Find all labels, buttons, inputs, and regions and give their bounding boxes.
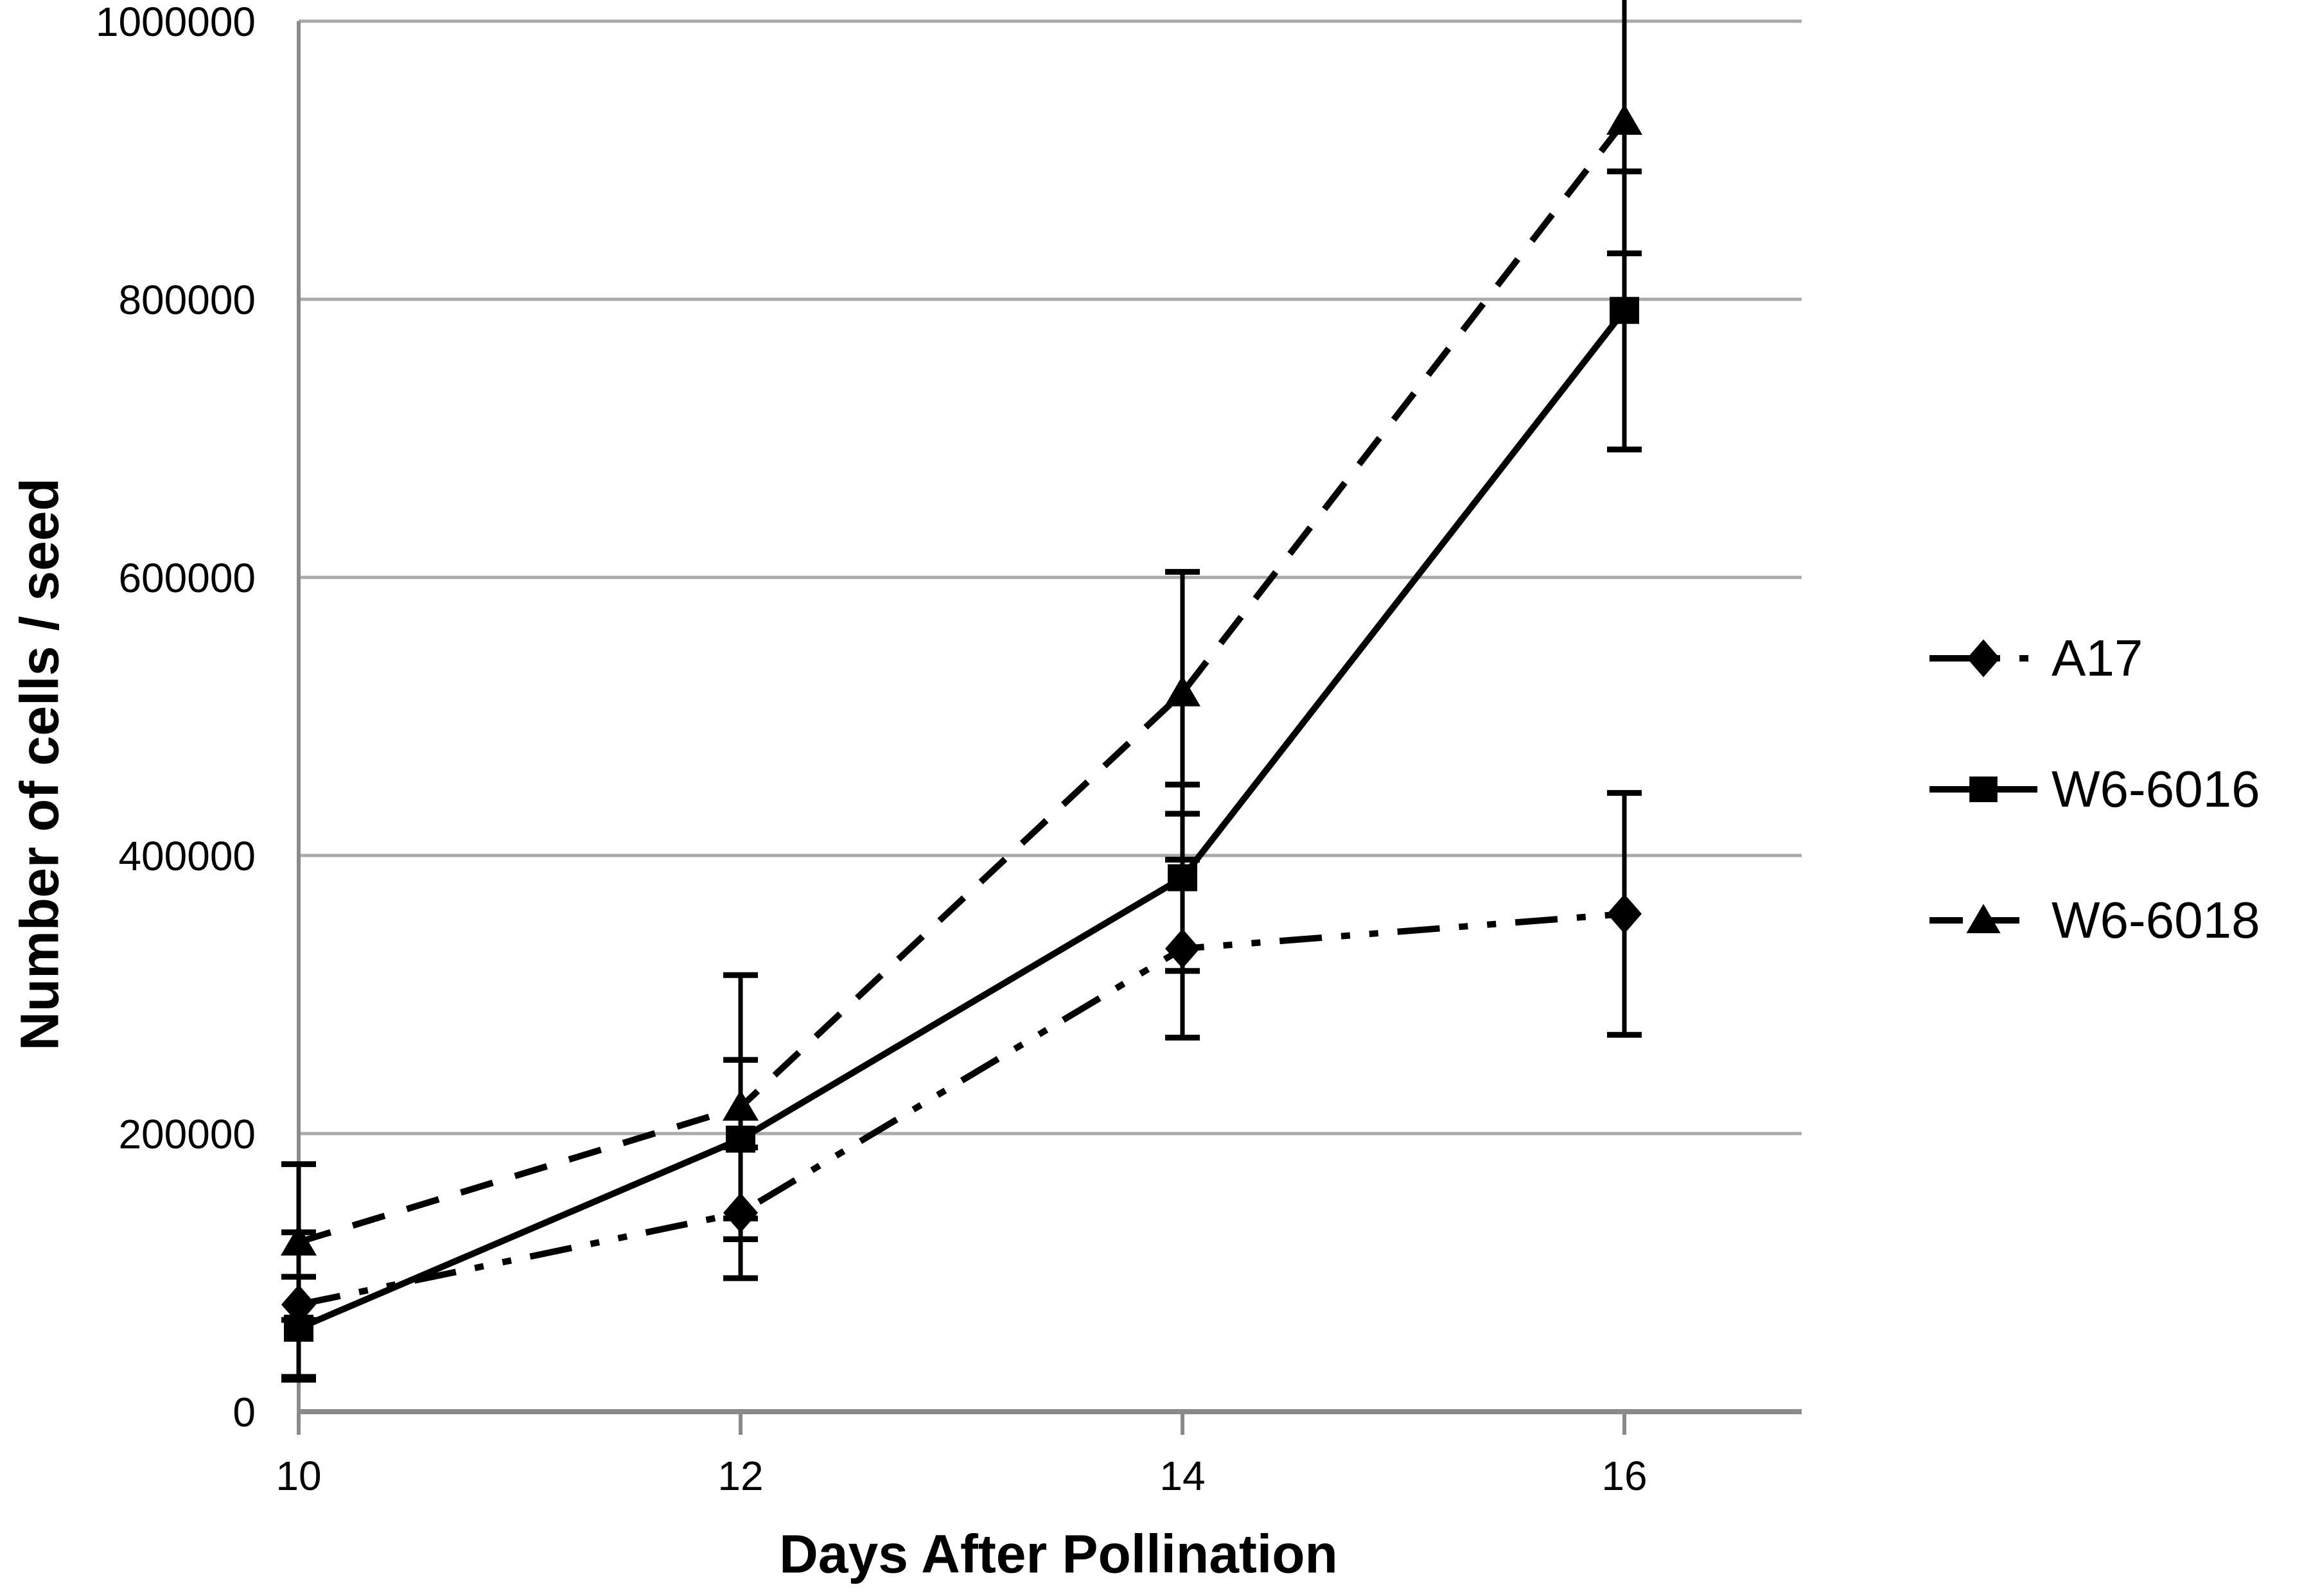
marker-triangle-W6-6018-day14 xyxy=(1164,675,1200,706)
x-tick-label: 16 xyxy=(1601,1453,1647,1499)
series-W6-6016 xyxy=(281,168,1642,1383)
legend-label-W6-6016: W6-6016 xyxy=(2052,760,2260,818)
x-tick-label: 10 xyxy=(276,1453,321,1499)
marker-square-W6-6016-day16 xyxy=(1610,297,1639,324)
marker-square-W6-6016-day14 xyxy=(1168,864,1197,891)
series-W6-6018 xyxy=(281,0,1642,1323)
legend-item-A17: A17 xyxy=(1928,626,2260,690)
y-tick-label: 400000 xyxy=(118,833,256,879)
legend: A17 W6-6016 W6-6018 xyxy=(1928,626,2260,952)
y-tick-label: 800000 xyxy=(118,277,256,323)
legend-item-W6-6018: W6-6018 xyxy=(1928,888,2260,952)
x-axis-title: Days After Pollination xyxy=(779,1523,1338,1584)
y-tick-label: 600000 xyxy=(118,555,256,601)
y-tick-label: 1000000 xyxy=(96,0,256,45)
y-tick-label: 200000 xyxy=(118,1111,256,1157)
marker-diamond-A17-day16 xyxy=(1607,893,1642,934)
legend-marker-triangle-icon xyxy=(1966,904,2001,933)
series-A17 xyxy=(281,790,1642,1380)
legend-sample-dash-dot-dot xyxy=(1929,639,2037,678)
marker-triangle-W6-6018-day16 xyxy=(1606,103,1642,135)
x-tick-label: 12 xyxy=(717,1453,763,1499)
y-axis-title: Number of cells / seed xyxy=(9,478,70,1051)
marker-triangle-W6-6018-day10 xyxy=(281,1224,317,1256)
legend-marker-diamond-icon xyxy=(1967,639,2000,678)
marker-triangle-W6-6018-day12 xyxy=(723,1089,759,1121)
series-line-W6-6018 xyxy=(297,119,1627,1245)
y-tick-label: 0 xyxy=(233,1389,256,1435)
legend-item-W6-6016: W6-6016 xyxy=(1928,757,2260,821)
series-line-A17 xyxy=(297,910,1625,1308)
x-tick-label: 14 xyxy=(1159,1453,1205,1499)
legend-sample-dashed xyxy=(1929,904,2037,933)
legend-sample-solid xyxy=(1929,776,2037,802)
legend-label-A17: A17 xyxy=(2052,629,2143,687)
series-line-W6-6016 xyxy=(297,308,1627,1331)
legend-label-W6-6018: W6-6018 xyxy=(2052,891,2260,949)
legend-marker-square-icon xyxy=(1969,776,1998,802)
